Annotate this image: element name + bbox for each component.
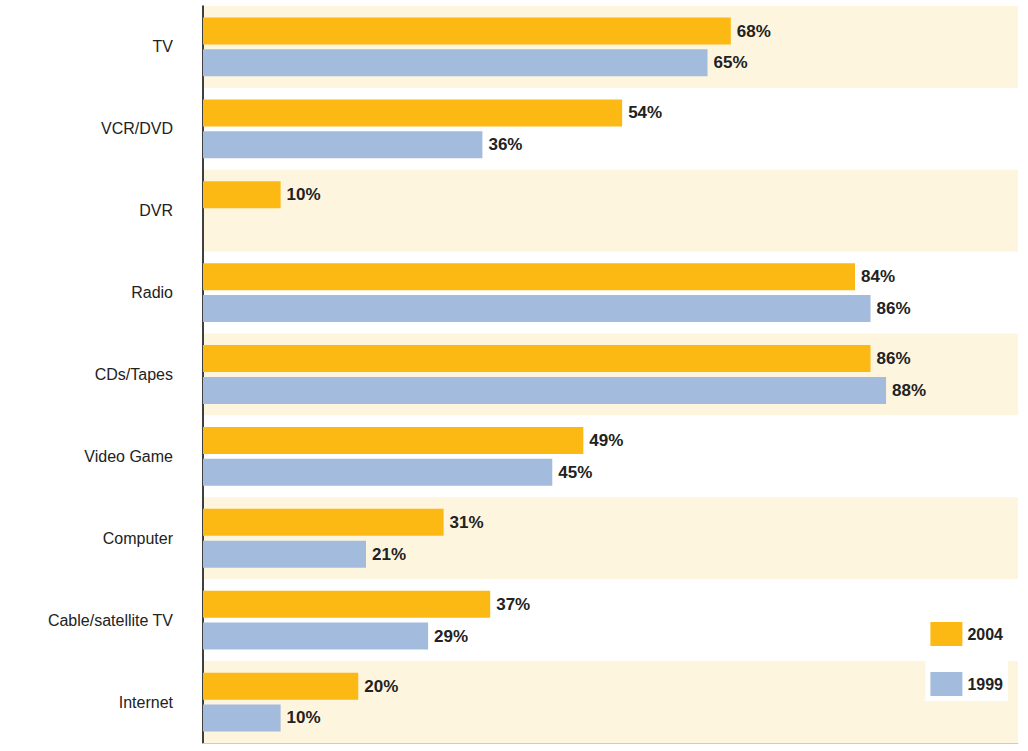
svg-text:29%: 29% [434,627,468,646]
svg-text:20%: 20% [364,677,398,696]
svg-text:86%: 86% [877,349,911,368]
svg-text:Video Game: Video Game [84,448,173,465]
svg-text:Radio: Radio [131,284,173,301]
svg-text:49%: 49% [589,431,623,450]
svg-text:VCR/DVD: VCR/DVD [101,120,173,137]
svg-text:21%: 21% [372,545,406,564]
svg-text:CDs/Tapes: CDs/Tapes [95,366,173,383]
svg-text:TV: TV [153,38,174,55]
svg-text:36%: 36% [488,135,522,154]
svg-text:10%: 10% [287,708,321,727]
svg-text:1999: 1999 [967,676,1003,693]
svg-text:Internet: Internet [119,694,174,711]
svg-text:86%: 86% [877,299,911,318]
svg-text:84%: 84% [861,267,895,286]
svg-text:DVR: DVR [139,202,173,219]
svg-text:31%: 31% [450,513,484,532]
svg-text:68%: 68% [737,22,771,41]
svg-text:65%: 65% [714,53,748,72]
svg-text:Computer: Computer [103,530,174,547]
svg-text:45%: 45% [558,463,592,482]
svg-text:Cable/satellite TV: Cable/satellite TV [48,612,173,629]
svg-text:10%: 10% [287,185,321,204]
svg-text:2004: 2004 [967,626,1003,643]
svg-text:88%: 88% [892,381,926,400]
svg-text:37%: 37% [496,595,530,614]
svg-text:54%: 54% [628,103,662,122]
